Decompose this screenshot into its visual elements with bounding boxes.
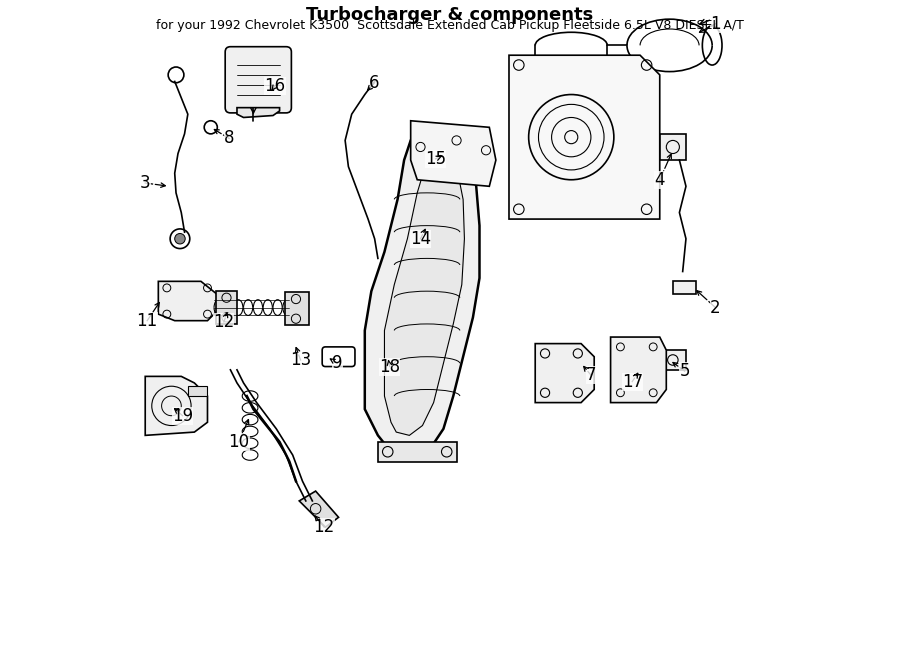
Text: 12: 12	[213, 313, 235, 331]
Polygon shape	[610, 337, 666, 403]
Circle shape	[175, 233, 185, 244]
Text: Turbocharger & components: Turbocharger & components	[306, 6, 594, 24]
Text: 3: 3	[140, 174, 150, 192]
Polygon shape	[364, 134, 480, 455]
Text: 11: 11	[137, 312, 157, 330]
Polygon shape	[384, 155, 464, 436]
Text: 14: 14	[410, 230, 431, 248]
Text: 7: 7	[586, 366, 596, 384]
Polygon shape	[188, 386, 208, 396]
Text: 17: 17	[622, 373, 643, 391]
Polygon shape	[660, 350, 686, 369]
Polygon shape	[237, 108, 280, 118]
Polygon shape	[284, 292, 309, 325]
Polygon shape	[378, 442, 456, 461]
Text: 19: 19	[172, 407, 194, 425]
Text: 6: 6	[369, 74, 380, 92]
Text: 5: 5	[680, 362, 690, 380]
Polygon shape	[299, 491, 338, 527]
FancyBboxPatch shape	[225, 47, 292, 113]
Text: 8: 8	[224, 130, 234, 147]
Text: 2: 2	[710, 299, 721, 317]
Text: 10: 10	[229, 433, 249, 451]
Polygon shape	[145, 376, 208, 436]
Text: 18: 18	[379, 358, 400, 375]
Polygon shape	[216, 292, 237, 324]
Text: 15: 15	[425, 150, 446, 168]
Text: 9: 9	[332, 354, 343, 372]
Text: 12: 12	[313, 518, 335, 536]
Polygon shape	[410, 121, 496, 186]
Polygon shape	[673, 282, 696, 294]
Text: 4: 4	[654, 171, 665, 189]
Polygon shape	[509, 56, 660, 219]
Text: 1: 1	[710, 15, 721, 33]
Polygon shape	[158, 282, 217, 321]
Text: 16: 16	[265, 77, 285, 95]
Text: for your 1992 Chevrolet K3500  Scottsdale Extended Cab Pickup Fleetside 6.5L V8 : for your 1992 Chevrolet K3500 Scottsdale…	[156, 19, 744, 32]
Polygon shape	[660, 134, 686, 160]
Text: 13: 13	[290, 351, 311, 369]
Polygon shape	[536, 344, 594, 403]
